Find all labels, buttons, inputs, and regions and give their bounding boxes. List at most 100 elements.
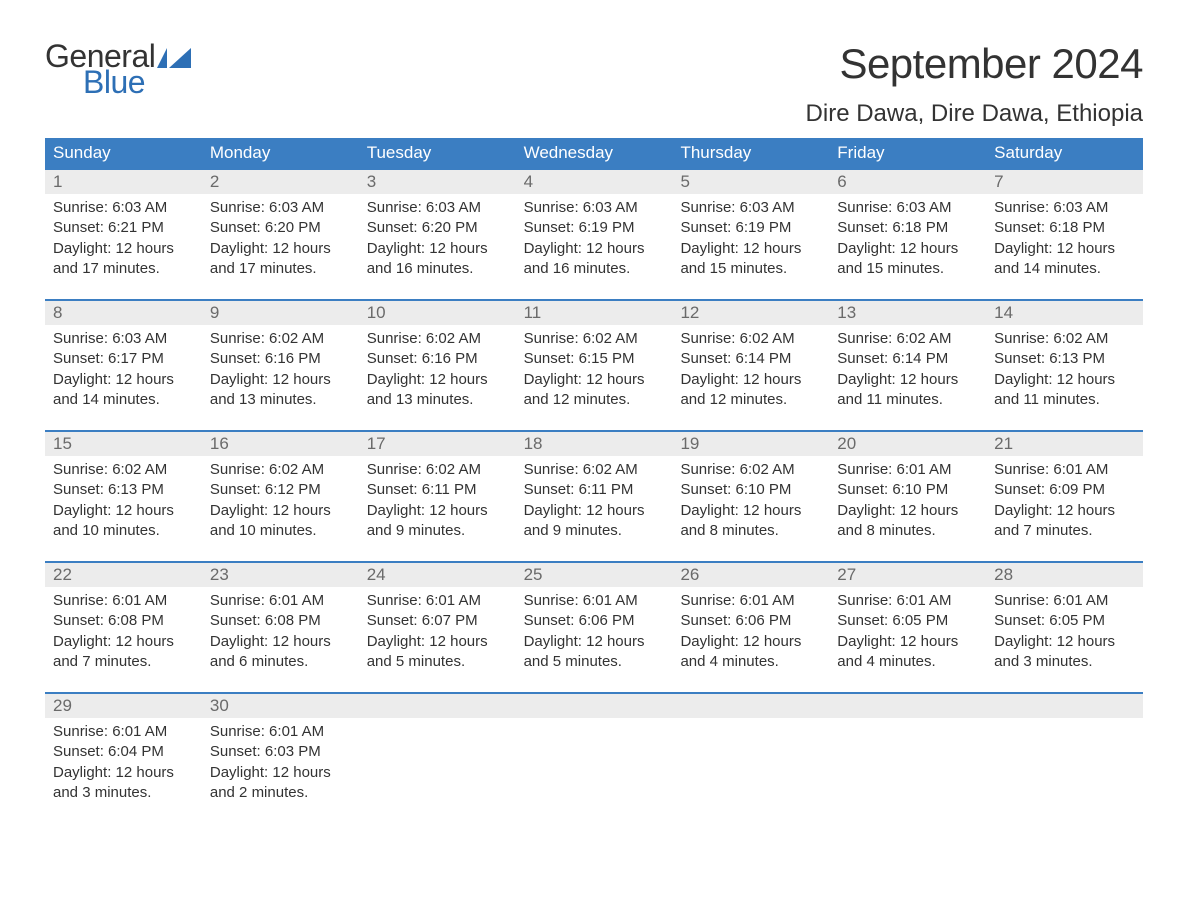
- sunset-line: Sunset: 6:13 PM: [994, 349, 1135, 369]
- day-number-row: 20: [829, 432, 986, 456]
- day-number-row: [672, 694, 829, 718]
- daylight-line: Daylight: 12 hours and 5 minutes.: [367, 632, 508, 673]
- day-number: 7: [994, 172, 1003, 191]
- day-number-row: 6: [829, 170, 986, 194]
- sunset-line: Sunset: 6:14 PM: [680, 349, 821, 369]
- day-number: 23: [210, 565, 229, 584]
- daylight-line: Daylight: 12 hours and 12 minutes.: [680, 370, 821, 411]
- day-number-row: 21: [986, 432, 1143, 456]
- day-content: Sunrise: 6:03 AMSunset: 6:20 PMDaylight:…: [359, 194, 516, 285]
- daylight-line: Daylight: 12 hours and 13 minutes.: [210, 370, 351, 411]
- day-cell: [829, 694, 986, 809]
- day-cell: 13Sunrise: 6:02 AMSunset: 6:14 PMDayligh…: [829, 301, 986, 416]
- sunrise-line: Sunrise: 6:02 AM: [210, 329, 351, 349]
- calendar: Sunday Monday Tuesday Wednesday Thursday…: [45, 138, 1143, 809]
- day-content: Sunrise: 6:01 AMSunset: 6:05 PMDaylight:…: [986, 587, 1143, 678]
- sunrise-line: Sunrise: 6:02 AM: [367, 329, 508, 349]
- day-number: 22: [53, 565, 72, 584]
- day-number-row: 12: [672, 301, 829, 325]
- day-content: Sunrise: 6:02 AMSunset: 6:16 PMDaylight:…: [202, 325, 359, 416]
- sunset-line: Sunset: 6:11 PM: [524, 480, 665, 500]
- sunrise-line: Sunrise: 6:03 AM: [53, 198, 194, 218]
- day-content: Sunrise: 6:01 AMSunset: 6:08 PMDaylight:…: [45, 587, 202, 678]
- daylight-line: Daylight: 12 hours and 5 minutes.: [524, 632, 665, 673]
- daylight-line: Daylight: 12 hours and 2 minutes.: [210, 763, 351, 804]
- sunrise-line: Sunrise: 6:03 AM: [367, 198, 508, 218]
- sunset-line: Sunset: 6:09 PM: [994, 480, 1135, 500]
- day-content: Sunrise: 6:02 AMSunset: 6:11 PMDaylight:…: [516, 456, 673, 547]
- day-content: Sunrise: 6:01 AMSunset: 6:05 PMDaylight:…: [829, 587, 986, 678]
- day-content: Sunrise: 6:02 AMSunset: 6:11 PMDaylight:…: [359, 456, 516, 547]
- day-cell: 22 Sunrise: 6:01 AMSunset: 6:08 PMDayligh…: [45, 563, 202, 678]
- daylight-line: Daylight: 12 hours and 11 minutes.: [994, 370, 1135, 411]
- daylight-line: Daylight: 12 hours and 9 minutes.: [524, 501, 665, 542]
- day-content: Sunrise: 6:02 AMSunset: 6:12 PMDaylight:…: [202, 456, 359, 547]
- week-row: 8Sunrise: 6:03 AMSunset: 6:17 PMDaylight…: [45, 299, 1143, 416]
- day-number-row: [986, 694, 1143, 718]
- day-number: 4: [524, 172, 533, 191]
- weekday-header: Tuesday: [359, 138, 516, 168]
- daylight-line: Daylight: 12 hours and 11 minutes.: [837, 370, 978, 411]
- day-number: 25: [524, 565, 543, 584]
- day-number: 13: [837, 303, 856, 322]
- day-number-row: 16: [202, 432, 359, 456]
- day-content: Sunrise: 6:03 AMSunset: 6:19 PMDaylight:…: [672, 194, 829, 285]
- daylight-line: Daylight: 12 hours and 16 minutes.: [524, 239, 665, 280]
- day-number: 29: [53, 696, 72, 715]
- sunset-line: Sunset: 6:05 PM: [837, 611, 978, 631]
- sunset-line: Sunset: 6:13 PM: [53, 480, 194, 500]
- day-content: Sunrise: 6:03 AMSunset: 6:17 PMDaylight:…: [45, 325, 202, 416]
- day-cell: 28Sunrise: 6:01 AMSunset: 6:05 PMDayligh…: [986, 563, 1143, 678]
- day-number: 18: [524, 434, 543, 453]
- sunrise-line: Sunrise: 6:03 AM: [837, 198, 978, 218]
- sunset-line: Sunset: 6:06 PM: [680, 611, 821, 631]
- daylight-line: Daylight: 12 hours and 9 minutes.: [367, 501, 508, 542]
- day-content: Sunrise: 6:01 AMSunset: 6:03 PMDaylight:…: [202, 718, 359, 809]
- day-number-row: 25: [516, 563, 673, 587]
- daylight-line: Daylight: 12 hours and 10 minutes.: [210, 501, 351, 542]
- sunset-line: Sunset: 6:15 PM: [524, 349, 665, 369]
- sunset-line: Sunset: 6:19 PM: [524, 218, 665, 238]
- day-number: 26: [680, 565, 699, 584]
- daylight-line: Daylight: 12 hours and 17 minutes.: [53, 239, 194, 280]
- header: General Blue September 2024 Dire Dawa, D…: [45, 40, 1143, 128]
- sunset-line: Sunset: 6:12 PM: [210, 480, 351, 500]
- weekday-header: Friday: [829, 138, 986, 168]
- day-cell: 7 Sunrise: 6:03 AMSunset: 6:18 PMDaylight…: [986, 170, 1143, 285]
- day-number-row: 15: [45, 432, 202, 456]
- day-number: 6: [837, 172, 846, 191]
- day-content: Sunrise: 6:01 AMSunset: 6:04 PMDaylight:…: [45, 718, 202, 809]
- sunset-line: Sunset: 6:08 PM: [210, 611, 351, 631]
- day-content: Sunrise: 6:01 AMSunset: 6:10 PMDaylight:…: [829, 456, 986, 547]
- day-cell: 15Sunrise: 6:02 AMSunset: 6:13 PMDayligh…: [45, 432, 202, 547]
- daylight-line: Daylight: 12 hours and 15 minutes.: [680, 239, 821, 280]
- day-content: Sunrise: 6:03 AMSunset: 6:18 PMDaylight:…: [986, 194, 1143, 285]
- day-number-row: 1: [45, 170, 202, 194]
- sunset-line: Sunset: 6:14 PM: [837, 349, 978, 369]
- day-number-row: 2: [202, 170, 359, 194]
- day-cell: 1Sunrise: 6:03 AMSunset: 6:21 PMDaylight…: [45, 170, 202, 285]
- daylight-line: Daylight: 12 hours and 17 minutes.: [210, 239, 351, 280]
- day-cell: 24Sunrise: 6:01 AMSunset: 6:07 PMDayligh…: [359, 563, 516, 678]
- day-cell: 30Sunrise: 6:01 AMSunset: 6:03 PMDayligh…: [202, 694, 359, 809]
- sunset-line: Sunset: 6:07 PM: [367, 611, 508, 631]
- daylight-line: Daylight: 12 hours and 16 minutes.: [367, 239, 508, 280]
- sunrise-line: Sunrise: 6:03 AM: [994, 198, 1135, 218]
- sunrise-line: Sunrise: 6:02 AM: [524, 460, 665, 480]
- weekday-header: Thursday: [672, 138, 829, 168]
- sunset-line: Sunset: 6:06 PM: [524, 611, 665, 631]
- day-number: 3: [367, 172, 376, 191]
- sunrise-line: Sunrise: 6:03 AM: [680, 198, 821, 218]
- day-cell: 20Sunrise: 6:01 AMSunset: 6:10 PMDayligh…: [829, 432, 986, 547]
- sunrise-line: Sunrise: 6:02 AM: [210, 460, 351, 480]
- day-content: Sunrise: 6:03 AMSunset: 6:19 PMDaylight:…: [516, 194, 673, 285]
- daylight-line: Daylight: 12 hours and 3 minutes.: [994, 632, 1135, 673]
- sunset-line: Sunset: 6:11 PM: [367, 480, 508, 500]
- location-subtitle: Dire Dawa, Dire Dawa, Ethiopia: [806, 100, 1143, 128]
- weekday-header: Saturday: [986, 138, 1143, 168]
- daylight-line: Daylight: 12 hours and 4 minutes.: [680, 632, 821, 673]
- day-content: Sunrise: 6:01 AMSunset: 6:08 PMDaylight:…: [202, 587, 359, 678]
- day-number-row: 19: [672, 432, 829, 456]
- day-cell: 29 Sunrise: 6:01 AMSunset: 6:04 PMDayligh…: [45, 694, 202, 809]
- day-number: 15: [53, 434, 72, 453]
